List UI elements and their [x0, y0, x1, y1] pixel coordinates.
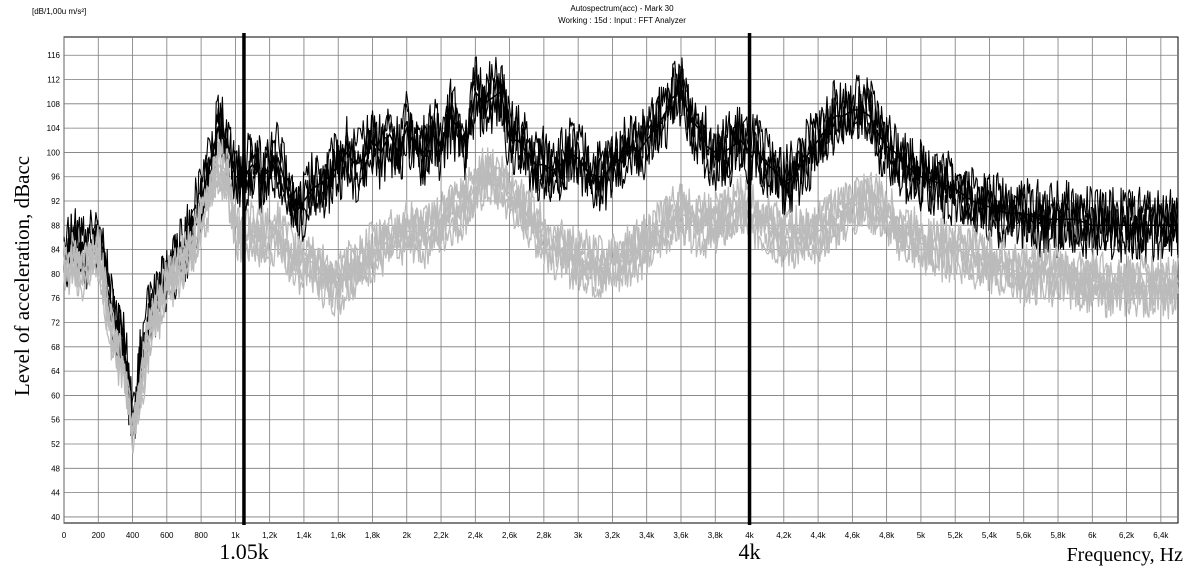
x-tick-label: 2k — [403, 531, 412, 540]
x-tick-label: 6k — [1088, 531, 1097, 540]
x-tick-label: 5k — [917, 531, 926, 540]
x-tick-label: 3,4k — [639, 531, 655, 540]
y-tick-label: 92 — [51, 197, 60, 206]
x-tick-label: 6,4k — [1153, 531, 1169, 540]
series-trace — [63, 139, 1179, 425]
y-axis-label: Level of acceleration, dBacc — [10, 156, 34, 396]
marker-layer: 1.05k 4k — [219, 33, 761, 564]
x-tick-label: 4,8k — [879, 531, 895, 540]
x-tick-label: 4,6k — [845, 531, 861, 540]
x-tick-label: 1k — [231, 531, 240, 540]
y-tick-label: 52 — [51, 440, 60, 449]
x-tick-label: 5,8k — [1050, 531, 1066, 540]
marker-label: 1.05k — [219, 539, 269, 564]
series-grey-spectra — [63, 139, 1179, 455]
y-tick-label: 96 — [51, 173, 60, 182]
x-tick-label: 2,8k — [536, 531, 552, 540]
series-envelope — [63, 89, 1178, 420]
chart-title: Autospectrum(acc) - Mark 30 — [570, 4, 674, 13]
x-tick-label: 3,2k — [605, 531, 621, 540]
series-layer — [63, 56, 1179, 455]
y-tick-label: 44 — [51, 489, 60, 498]
series-envelope — [63, 162, 1178, 433]
x-tick-label: 600 — [160, 531, 174, 540]
x-tick-label: 1,2k — [262, 531, 278, 540]
y-tick-label: 68 — [51, 343, 60, 352]
y-tick-label: 40 — [51, 513, 60, 522]
y-tick-label: 56 — [51, 416, 60, 425]
marker-label: 4k — [739, 539, 761, 564]
x-tick-label: 4,4k — [811, 531, 827, 540]
y-tick-label: 72 — [51, 319, 60, 328]
x-tick-label: 1,6k — [331, 531, 347, 540]
x-tick-label: 5,4k — [982, 531, 998, 540]
y-tick-label: 116 — [47, 51, 60, 60]
x-tick-label: 200 — [92, 531, 106, 540]
x-tick-label: 2,4k — [468, 531, 484, 540]
x-tick-label: 4,2k — [776, 531, 792, 540]
y-tick-label: 100 — [47, 148, 61, 157]
series-trace — [63, 56, 1179, 412]
y-tick-label: 108 — [47, 100, 61, 109]
grid — [63, 36, 1179, 524]
y-tick-label: 80 — [51, 270, 60, 279]
x-tick-label: 4k — [745, 531, 754, 540]
series-trace — [63, 156, 1179, 433]
y-tick-label: 112 — [47, 76, 60, 85]
x-tick-label: 2,6k — [502, 531, 518, 540]
x-tick-label: 1,4k — [296, 531, 312, 540]
y-tick-label: 48 — [51, 464, 60, 473]
series-black-spectra — [63, 56, 1179, 439]
x-axis-label: Frequency, Hz — [1067, 544, 1184, 566]
x-tick-label: 5,2k — [948, 531, 964, 540]
unit-label: [dB/1,00u m/s²] — [32, 7, 86, 16]
x-tick-label: 3,6k — [673, 531, 689, 540]
y-tick-label: 88 — [51, 221, 60, 230]
y-tick-label: 64 — [51, 367, 60, 376]
x-tick-label: 3k — [574, 531, 583, 540]
x-tick-label: 1,8k — [365, 531, 381, 540]
x-tick-label: 5,6k — [1016, 531, 1032, 540]
x-tick-label: 0 — [62, 531, 67, 540]
y-tick-label: 76 — [51, 294, 60, 303]
chart-subtitle: Working : 15d : Input : FFT Analyzer — [558, 16, 686, 25]
x-tick-label: 6,2k — [1119, 531, 1135, 540]
y-tick-label: 104 — [47, 124, 61, 133]
x-tick-label: 400 — [126, 531, 140, 540]
x-tick-label: 3,8k — [708, 531, 724, 540]
x-tick-label: 800 — [194, 531, 208, 540]
x-tick-label: 2,2k — [433, 531, 449, 540]
tick-labels: 40 44 48 52 56 60 64 68 72 76 80 84 88 92 96 100 104 108 1… — [47, 51, 1170, 540]
y-tick-label: 84 — [51, 246, 60, 255]
y-tick-label: 60 — [51, 391, 60, 400]
